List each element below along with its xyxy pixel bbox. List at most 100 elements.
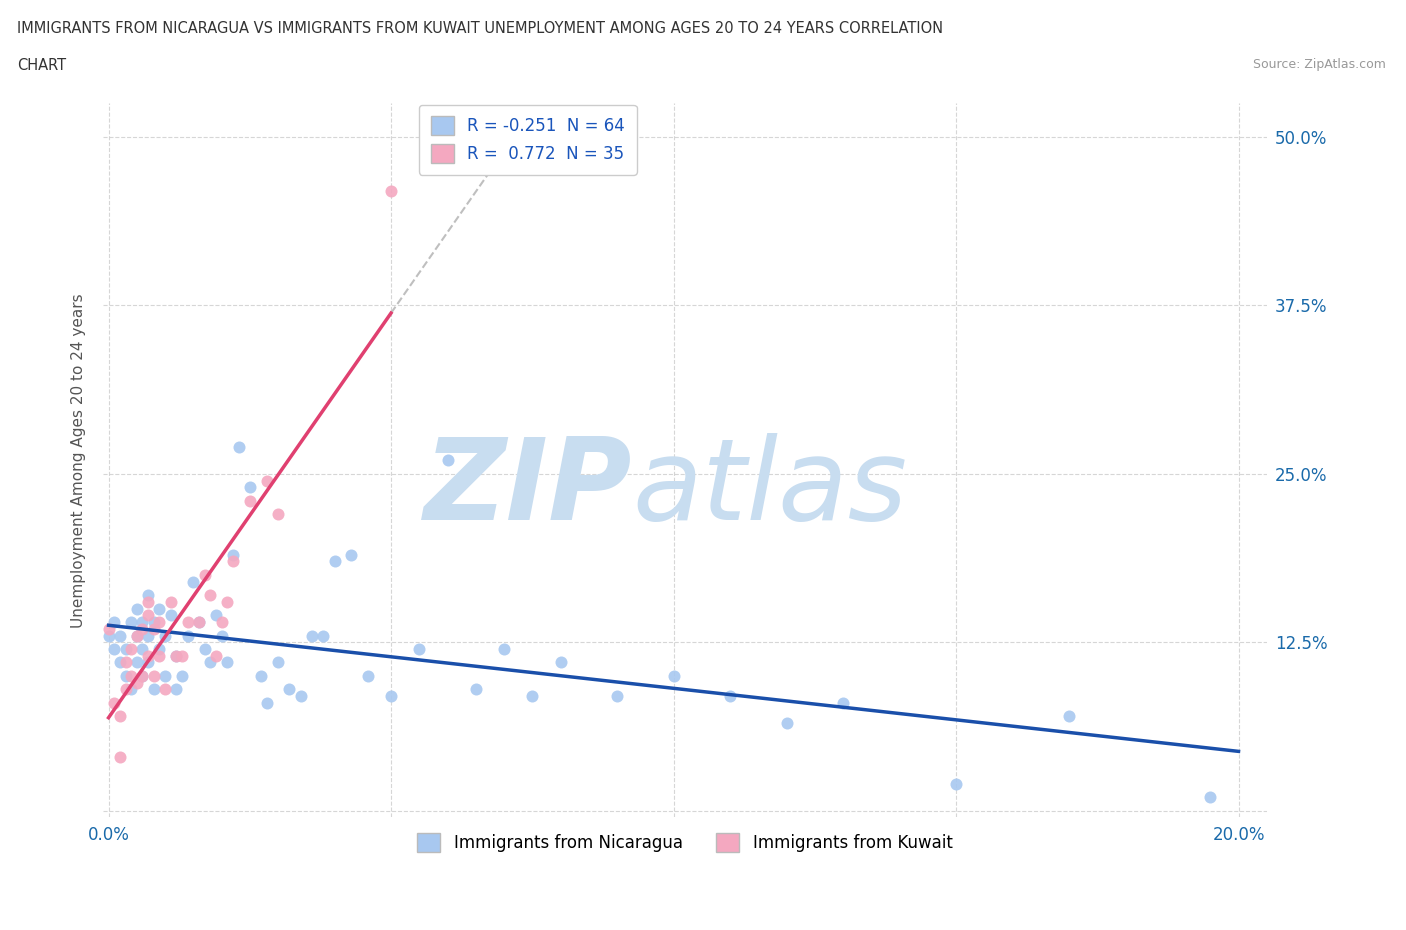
- Point: [222, 547, 245, 562]
- Point: [239, 493, 262, 508]
- Point: [125, 601, 148, 616]
- Point: [222, 554, 245, 569]
- Point: [228, 440, 250, 455]
- Point: [176, 628, 198, 643]
- Point: [662, 669, 685, 684]
- Text: Source: ZipAtlas.com: Source: ZipAtlas.com: [1253, 58, 1386, 71]
- Point: [550, 655, 572, 670]
- Point: [114, 682, 136, 697]
- Point: [606, 689, 628, 704]
- Point: [114, 669, 136, 684]
- Point: [380, 689, 402, 704]
- Point: [239, 480, 262, 495]
- Point: [492, 642, 515, 657]
- Point: [114, 655, 136, 670]
- Point: [153, 682, 176, 697]
- Point: [125, 655, 148, 670]
- Point: [357, 669, 380, 684]
- Point: [103, 696, 125, 711]
- Point: [256, 473, 278, 488]
- Point: [436, 453, 458, 468]
- Point: [380, 183, 402, 198]
- Point: [200, 588, 222, 603]
- Legend: Immigrants from Nicaragua, Immigrants from Kuwait: Immigrants from Nicaragua, Immigrants fr…: [411, 827, 959, 859]
- Point: [142, 682, 165, 697]
- Point: [148, 615, 170, 630]
- Text: CHART: CHART: [17, 58, 66, 73]
- Point: [267, 655, 290, 670]
- Point: [120, 669, 142, 684]
- Point: [194, 642, 217, 657]
- Point: [142, 621, 165, 636]
- Point: [340, 547, 363, 562]
- Point: [205, 648, 228, 663]
- Point: [200, 655, 222, 670]
- Point: [170, 648, 193, 663]
- Point: [131, 669, 153, 684]
- Point: [775, 716, 797, 731]
- Point: [217, 594, 239, 609]
- Point: [205, 608, 228, 623]
- Y-axis label: Unemployment Among Ages 20 to 24 years: Unemployment Among Ages 20 to 24 years: [72, 293, 86, 628]
- Point: [120, 682, 142, 697]
- Point: [108, 628, 131, 643]
- Point: [97, 621, 120, 636]
- Point: [120, 642, 142, 657]
- Point: [194, 567, 217, 582]
- Point: [108, 709, 131, 724]
- Point: [945, 777, 967, 791]
- Point: [142, 615, 165, 630]
- Point: [188, 615, 211, 630]
- Point: [250, 669, 273, 684]
- Point: [148, 642, 170, 657]
- Point: [131, 615, 153, 630]
- Point: [131, 621, 153, 636]
- Point: [211, 615, 233, 630]
- Point: [290, 689, 312, 704]
- Point: [125, 628, 148, 643]
- Point: [278, 682, 301, 697]
- Point: [136, 588, 159, 603]
- Point: [1057, 709, 1080, 724]
- Point: [159, 594, 181, 609]
- Text: atlas: atlas: [633, 433, 908, 544]
- Point: [312, 628, 335, 643]
- Point: [136, 608, 159, 623]
- Point: [142, 669, 165, 684]
- Point: [114, 642, 136, 657]
- Point: [103, 642, 125, 657]
- Point: [170, 669, 193, 684]
- Point: [256, 696, 278, 711]
- Point: [165, 682, 187, 697]
- Point: [103, 615, 125, 630]
- Point: [165, 648, 187, 663]
- Point: [148, 601, 170, 616]
- Text: IMMIGRANTS FROM NICARAGUA VS IMMIGRANTS FROM KUWAIT UNEMPLOYMENT AMONG AGES 20 T: IMMIGRANTS FROM NICARAGUA VS IMMIGRANTS …: [17, 21, 943, 36]
- Point: [176, 615, 198, 630]
- Point: [125, 628, 148, 643]
- Point: [148, 648, 170, 663]
- Text: ZIP: ZIP: [425, 433, 633, 544]
- Point: [181, 574, 204, 589]
- Point: [1199, 790, 1222, 804]
- Point: [267, 507, 290, 522]
- Point: [464, 682, 486, 697]
- Point: [217, 655, 239, 670]
- Point: [136, 648, 159, 663]
- Point: [136, 628, 159, 643]
- Point: [108, 750, 131, 764]
- Point: [408, 642, 430, 657]
- Point: [125, 675, 148, 690]
- Point: [188, 615, 211, 630]
- Point: [136, 655, 159, 670]
- Point: [136, 594, 159, 609]
- Point: [153, 669, 176, 684]
- Point: [131, 642, 153, 657]
- Point: [323, 554, 346, 569]
- Point: [108, 655, 131, 670]
- Point: [301, 628, 323, 643]
- Point: [165, 648, 187, 663]
- Point: [153, 628, 176, 643]
- Point: [120, 615, 142, 630]
- Point: [159, 608, 181, 623]
